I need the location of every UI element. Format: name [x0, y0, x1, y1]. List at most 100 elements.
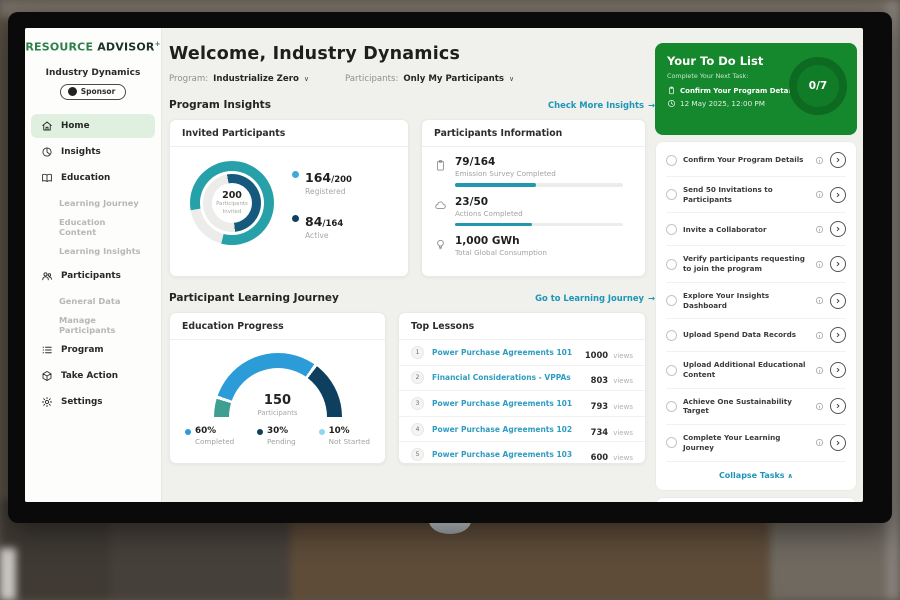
brand-word-advisor: ADVISOR: [97, 41, 154, 54]
legend-item: 84/164 Active: [292, 211, 352, 240]
task-open-button[interactable]: [830, 256, 846, 272]
collapse-tasks-link[interactable]: Collapse Tasks ∧: [666, 462, 846, 488]
task-checkbox[interactable]: [666, 437, 677, 448]
program-select[interactable]: Program: Industrialize Zero ∨: [169, 74, 309, 84]
lesson-link[interactable]: Power Purchase Agreements 101: [432, 399, 583, 408]
rank-badge: 4: [411, 423, 424, 436]
info-icon: [815, 225, 824, 234]
sidebar-item-label: Learning Journey: [59, 198, 139, 208]
lesson-link[interactable]: Power Purchase Agreements 101: [432, 348, 577, 357]
lesson-row: 5 Power Purchase Agreements 103 600 view…: [399, 442, 645, 467]
lesson-link[interactable]: Financial Considerations - VPPAs: [432, 373, 583, 382]
check-more-insights-link[interactable]: Check More Insights →: [548, 100, 655, 110]
invited-donut-chart: 200 Participants Invited: [190, 161, 274, 245]
program-value: Industrialize Zero: [213, 74, 299, 84]
task-row: Invite a Collaborator: [666, 213, 846, 246]
task-row: Upload Spend Data Records: [666, 319, 846, 352]
task-checkbox[interactable]: [666, 295, 677, 306]
task-checkbox[interactable]: [666, 365, 677, 376]
sponsor-icon: [68, 87, 77, 96]
progress-bar: [455, 183, 623, 187]
card-title: Participants Information: [422, 120, 645, 147]
sidebar-item-label: General Data: [59, 296, 120, 306]
task-label: Confirm Your Program Details: [683, 155, 809, 165]
participants-value: Only My Participants: [403, 74, 504, 84]
chevron-up-icon: ∧: [787, 472, 793, 480]
stat-row: 1,000 GWh Total Global Consumption: [422, 226, 645, 257]
education-progress-card: Education Progress 150 Participants: [169, 312, 386, 464]
info-icon: [815, 156, 824, 165]
chevron-right-icon: [834, 191, 842, 199]
info-icon: [815, 260, 824, 269]
task-checkbox[interactable]: [666, 189, 677, 200]
go-to-learning-journey-link[interactable]: Go to Learning Journey →: [535, 293, 655, 303]
task-checkbox[interactable]: [666, 155, 677, 166]
sponsor-badge[interactable]: Sponsor: [60, 84, 127, 100]
sidebar-item[interactable]: Education Content: [31, 216, 155, 238]
stat-value: 79/164: [455, 156, 623, 168]
sidebar-item[interactable]: Home: [31, 114, 155, 138]
chevron-right-icon: [834, 156, 842, 164]
program-insights-header: Program Insights Check More Insights →: [169, 99, 655, 111]
sidebar-item[interactable]: Learning Journey: [31, 192, 155, 214]
rank-badge: 2: [411, 371, 424, 384]
sidebar-item[interactable]: Education: [31, 166, 155, 190]
sidebar-item[interactable]: Learning Insights: [31, 240, 155, 262]
task-open-button[interactable]: [830, 362, 846, 378]
task-label: Upload Spend Data Records: [683, 330, 809, 340]
lesson-row: 2 Financial Considerations - VPPAs 803 v…: [399, 366, 645, 392]
page-title: Welcome, Industry Dynamics: [169, 44, 655, 64]
lesson-link[interactable]: Power Purchase Agreements 103: [432, 450, 583, 459]
task-open-button[interactable]: [830, 152, 846, 168]
active-ring: 200 Participants Invited: [203, 174, 261, 232]
task-open-button[interactable]: [830, 398, 846, 414]
task-checkbox[interactable]: [666, 224, 677, 235]
sponsor-label: Sponsor: [81, 87, 116, 96]
legend-dot: [257, 429, 263, 435]
task-row: Confirm Your Program Details: [666, 144, 846, 177]
info-icon: [815, 190, 824, 199]
section-title-program-insights: Program Insights: [169, 99, 271, 111]
sidebar-item[interactable]: Manage Participants: [31, 314, 155, 336]
task-open-button[interactable]: [830, 221, 846, 237]
sidebar-item-label: Learning Insights: [59, 246, 141, 256]
brand-plus: +: [155, 40, 161, 48]
sidebar-item[interactable]: Take Action: [31, 364, 155, 388]
participants-icon: [41, 270, 53, 282]
lesson-row: 1 Power Purchase Agreements 101 1000 vie…: [399, 340, 645, 366]
clock-icon: [667, 99, 676, 108]
stat-row: 79/164 Emission Survey Completed: [422, 147, 645, 187]
survey-icon: [434, 159, 447, 172]
home-icon: [41, 120, 53, 132]
org-name: Industry Dynamics: [25, 68, 161, 78]
sidebar-item-label: Education Content: [59, 217, 145, 237]
brand-logo: RESOURCE ADVISOR+: [25, 40, 161, 54]
lesson-link[interactable]: Power Purchase Agreements 102: [432, 425, 583, 434]
chevron-right-icon: [834, 366, 842, 374]
task-open-button[interactable]: [830, 293, 846, 309]
task-label: Invite a Collaborator: [683, 225, 809, 235]
filters: Program: Industrialize Zero ∨ Participan…: [169, 74, 655, 84]
task-open-button[interactable]: [830, 435, 846, 451]
task-label: Verify participants requesting to join t…: [683, 254, 809, 273]
info-icon: [815, 438, 824, 447]
chevron-right-icon: [834, 402, 842, 410]
task-checkbox[interactable]: [666, 259, 677, 270]
stat-label: Actions Completed: [455, 209, 623, 218]
sidebar-item[interactable]: Insights: [31, 140, 155, 164]
sidebar-item-label: Program: [61, 345, 104, 355]
task-checkbox[interactable]: [666, 401, 677, 412]
todo-progress-ring: 0/7: [789, 57, 847, 115]
top-lessons-card: Top Lessons 1 Power Purchase Agreements …: [398, 312, 646, 464]
task-open-button[interactable]: [830, 327, 846, 343]
sidebar-item[interactable]: Settings: [31, 390, 155, 414]
task-open-button[interactable]: [830, 187, 846, 203]
sidebar-item[interactable]: General Data: [31, 290, 155, 312]
program-label: Program:: [169, 74, 208, 84]
sidebar-item-label: Insights: [61, 147, 101, 157]
participants-select[interactable]: Participants: Only My Participants ∨: [345, 74, 514, 84]
sidebar-item[interactable]: Participants: [31, 264, 155, 288]
task-checkbox[interactable]: [666, 330, 677, 341]
legend-item: 30% Pending: [257, 426, 296, 446]
sidebar-item[interactable]: Program: [31, 338, 155, 362]
